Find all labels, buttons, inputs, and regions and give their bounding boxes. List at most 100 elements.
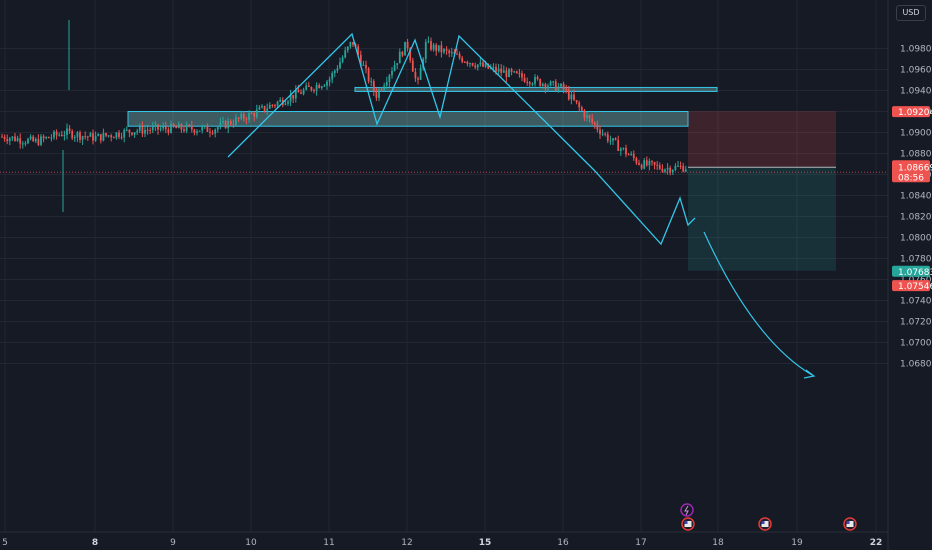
candle-body: [263, 105, 266, 111]
candle-body: [144, 129, 146, 134]
candle-body: [357, 46, 360, 55]
price-tick-label: 1.06800: [900, 360, 932, 370]
candle-body: [658, 165, 661, 169]
candle-body: [279, 99, 282, 102]
candle-body: [583, 110, 586, 118]
support-zone: [127, 111, 689, 127]
flag-body: [761, 521, 769, 527]
price-tick-label: 1.09000: [900, 129, 932, 139]
candle-body: [8, 138, 11, 142]
candle-body: [638, 162, 640, 165]
candle-body: [661, 168, 664, 172]
candle-body: [19, 138, 22, 144]
candle-body: [99, 134, 102, 141]
candle-body: [469, 63, 471, 65]
candle-body: [664, 169, 666, 172]
candle-body: [164, 126, 167, 130]
candle-body: [320, 86, 323, 89]
candle-body: [479, 62, 482, 65]
candle-body: [307, 85, 310, 87]
currency-button[interactable]: USD: [896, 5, 926, 21]
time-axis[interactable]: 5 8 9 10 11 12 15 16 17 18 19 22: [0, 531, 888, 548]
candle-body: [396, 63, 399, 66]
candle-body: [677, 165, 679, 167]
candle-body: [261, 105, 263, 108]
candle-body: [214, 129, 217, 134]
candle-body: [222, 120, 224, 123]
candle-body: [404, 41, 406, 56]
candle-body: [196, 131, 198, 133]
candle-body: [596, 124, 599, 130]
candle-body: [253, 113, 256, 117]
candle-body: [284, 103, 287, 105]
candle-body: [341, 57, 344, 63]
candle-body: [643, 160, 646, 169]
candle-body: [448, 50, 451, 53]
candle-body: [365, 64, 367, 69]
time-tick-label: 22: [870, 538, 883, 548]
candle-body: [175, 126, 178, 129]
candle-body: [625, 147, 627, 155]
candle-body: [427, 41, 430, 43]
candle-body: [471, 63, 474, 66]
candle-body: [521, 73, 523, 78]
candle-body: [375, 91, 378, 98]
candle-body: [55, 131, 58, 136]
candle-body: [268, 104, 271, 109]
candle-body: [508, 69, 510, 77]
candle-body: [149, 130, 152, 132]
candle-body: [177, 124, 180, 129]
candle-body: [461, 57, 464, 62]
stop-price-tag: 1.09204: [898, 108, 932, 118]
candle-body: [266, 108, 269, 111]
candle-body: [435, 44, 438, 51]
candle-body: [580, 107, 583, 111]
candle-body: [172, 123, 175, 127]
candle-body: [115, 132, 118, 138]
candle-body: [515, 71, 518, 74]
countdown-timer: 08:56: [898, 173, 924, 183]
candle-body: [237, 117, 240, 119]
candle-body: [385, 81, 388, 86]
candle-body: [619, 148, 622, 151]
candle-body: [245, 118, 248, 120]
candle-body: [331, 73, 334, 80]
candle-body: [136, 130, 139, 133]
candle-body: [216, 127, 219, 130]
candle-body: [674, 165, 677, 170]
candle-body: [456, 53, 458, 55]
candle-body: [138, 126, 141, 131]
economic-events[interactable]: [680, 503, 857, 531]
candle-body: [352, 42, 354, 45]
flag-canton: [761, 521, 765, 524]
candle-body: [388, 75, 391, 82]
flag-body: [684, 521, 692, 527]
candle-body: [131, 132, 133, 135]
candle-body: [21, 143, 24, 145]
candle-body: [651, 160, 653, 163]
candle-body: [11, 136, 14, 139]
current-price-tag-bg: [892, 160, 930, 183]
candle-body: [141, 126, 144, 134]
candle-body: [367, 68, 370, 82]
candle-body: [547, 85, 549, 89]
candle-body: [133, 132, 136, 135]
candle-body: [653, 162, 656, 165]
candle-body: [671, 169, 674, 173]
price-tick-label: 1.08200: [900, 213, 932, 223]
candle-body: [294, 89, 297, 99]
candle-body: [682, 165, 685, 172]
candle-body: [125, 129, 128, 131]
candle-body: [248, 113, 250, 120]
candle-body: [609, 140, 612, 142]
candle-body: [250, 113, 253, 115]
candle-body: [118, 132, 120, 137]
candle-body: [68, 128, 71, 131]
candle-body: [224, 120, 227, 129]
candle-body: [292, 94, 295, 99]
candle-body: [107, 135, 110, 137]
stop-loss-zone: [688, 111, 836, 168]
candle-body: [526, 81, 529, 83]
